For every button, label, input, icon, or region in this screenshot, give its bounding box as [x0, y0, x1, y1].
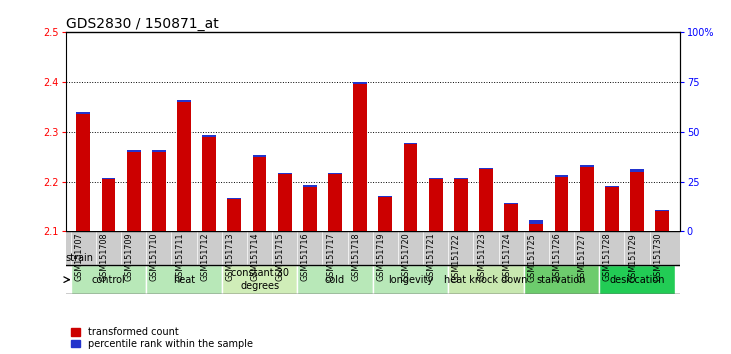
Bar [177, 100, 191, 102]
Text: heat knock down: heat knock down [444, 275, 528, 285]
Bar [605, 187, 619, 232]
Bar [605, 185, 619, 187]
Bar [580, 167, 594, 232]
Text: GSM151723: GSM151723 [477, 233, 486, 281]
Text: cold: cold [325, 275, 345, 285]
Text: GSM151711: GSM151711 [175, 233, 184, 281]
Bar [126, 152, 140, 232]
Bar [202, 137, 216, 232]
Bar [555, 177, 569, 232]
Bar [454, 179, 468, 232]
Bar [404, 144, 417, 232]
Text: GSM151722: GSM151722 [452, 233, 461, 282]
Text: GSM151714: GSM151714 [251, 233, 260, 281]
Bar [353, 82, 367, 84]
Bar [373, 266, 448, 294]
Bar [126, 150, 140, 152]
Text: GSM151720: GSM151720 [401, 233, 411, 281]
Text: GSM151729: GSM151729 [628, 233, 637, 282]
Bar [630, 172, 644, 232]
Bar [152, 150, 166, 152]
Bar [504, 203, 518, 204]
Text: GDS2830 / 150871_at: GDS2830 / 150871_at [66, 17, 219, 31]
Bar [177, 102, 191, 232]
Text: starvation: starvation [537, 275, 586, 285]
Bar [655, 210, 669, 211]
Text: heat: heat [173, 275, 195, 285]
Text: strain: strain [65, 253, 94, 263]
Text: GSM151710: GSM151710 [150, 233, 159, 281]
Text: GSM151707: GSM151707 [75, 233, 83, 281]
Bar [479, 167, 493, 169]
Bar [303, 185, 317, 187]
Bar [529, 224, 543, 232]
Bar [303, 187, 317, 232]
Bar [454, 178, 468, 179]
Bar [404, 143, 417, 144]
Bar [102, 178, 115, 179]
Bar [202, 135, 216, 137]
Bar [227, 198, 241, 199]
Legend: transformed count, percentile rank within the sample: transformed count, percentile rank withi… [71, 327, 253, 349]
Bar [146, 266, 221, 294]
Bar [298, 266, 373, 294]
Bar [278, 174, 292, 232]
Text: constant 30
degrees: constant 30 degrees [230, 268, 289, 291]
Bar [328, 172, 342, 174]
Bar [448, 266, 524, 294]
Bar [353, 84, 367, 232]
Bar [599, 266, 675, 294]
Text: GSM151725: GSM151725 [527, 233, 537, 282]
Bar [479, 169, 493, 232]
Bar [102, 179, 115, 232]
Text: desiccation: desiccation [610, 275, 664, 285]
Text: GSM151719: GSM151719 [376, 233, 385, 281]
Text: GSM151724: GSM151724 [502, 233, 511, 281]
Text: GSM151715: GSM151715 [276, 233, 285, 281]
Text: control: control [91, 275, 126, 285]
Bar [580, 165, 594, 167]
Text: GSM151721: GSM151721 [427, 233, 436, 281]
Bar [66, 232, 680, 266]
Bar [77, 112, 91, 114]
Bar [379, 195, 393, 196]
Bar [152, 152, 166, 232]
Bar [504, 204, 518, 232]
Bar [429, 179, 443, 232]
Bar [71, 266, 146, 294]
Bar [529, 220, 543, 224]
Text: GSM151708: GSM151708 [99, 233, 109, 281]
Bar [630, 169, 644, 172]
Text: GSM151712: GSM151712 [200, 233, 209, 281]
Bar [278, 172, 292, 174]
Text: GSM151726: GSM151726 [553, 233, 561, 281]
Bar [221, 266, 298, 294]
Text: GSM151730: GSM151730 [654, 233, 662, 281]
Text: GSM151717: GSM151717 [326, 233, 335, 281]
Bar [379, 196, 393, 232]
Bar [429, 178, 443, 179]
Text: GSM151718: GSM151718 [351, 233, 360, 281]
Bar [77, 114, 91, 232]
Bar [655, 211, 669, 232]
Text: GSM151727: GSM151727 [577, 233, 587, 282]
Text: GSM151709: GSM151709 [125, 233, 134, 281]
Bar [555, 175, 569, 177]
Bar [253, 156, 267, 232]
Text: longevity: longevity [388, 275, 433, 285]
Bar [253, 155, 267, 156]
Text: GSM151713: GSM151713 [225, 233, 235, 281]
Text: GSM151716: GSM151716 [301, 233, 310, 281]
Bar [227, 199, 241, 232]
Bar [328, 174, 342, 232]
Bar [524, 266, 599, 294]
Text: GSM151728: GSM151728 [603, 233, 612, 281]
